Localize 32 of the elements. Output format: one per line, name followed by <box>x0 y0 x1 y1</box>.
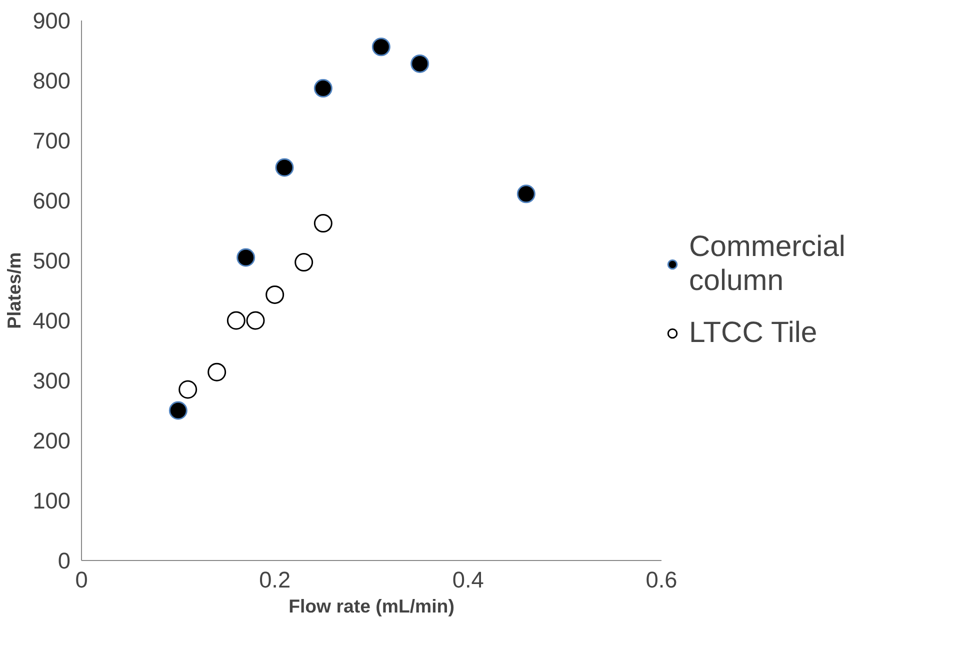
y-tick-label: 300 <box>32 368 71 394</box>
y-tick-label: 0 <box>58 548 71 574</box>
point <box>178 380 198 399</box>
point <box>236 248 256 267</box>
x-tick-label: 0.2 <box>259 566 291 592</box>
point <box>372 38 390 56</box>
legend-label: LTCC Tile <box>689 316 818 350</box>
y-tick-label: 500 <box>32 248 71 274</box>
point <box>275 158 294 177</box>
y-tick-label: 400 <box>32 308 71 334</box>
y-tick-label: 600 <box>32 188 71 214</box>
point <box>410 54 430 73</box>
y-axis-title: Plates/m <box>4 252 25 329</box>
x-tick-label: 0.4 <box>452 566 484 592</box>
point <box>226 311 246 330</box>
y-tick-label: 900 <box>32 8 71 34</box>
point <box>168 401 188 420</box>
point <box>294 253 314 272</box>
y-tick-label: 700 <box>32 128 71 154</box>
point <box>208 362 226 382</box>
legend-label: Commercial column <box>689 230 846 298</box>
point <box>246 311 265 330</box>
y-tick-label: 200 <box>32 428 71 454</box>
x-tick-label: 0.6 <box>646 566 678 592</box>
y-tick-label: 100 <box>32 488 71 514</box>
y-tick-label: 800 <box>32 68 71 94</box>
x-axis-title: Flow rate (mL/min) <box>288 596 454 616</box>
point <box>314 79 332 98</box>
point <box>516 184 536 204</box>
x-tick-label: 0 <box>75 566 88 592</box>
point <box>266 285 284 304</box>
point <box>314 214 332 233</box>
